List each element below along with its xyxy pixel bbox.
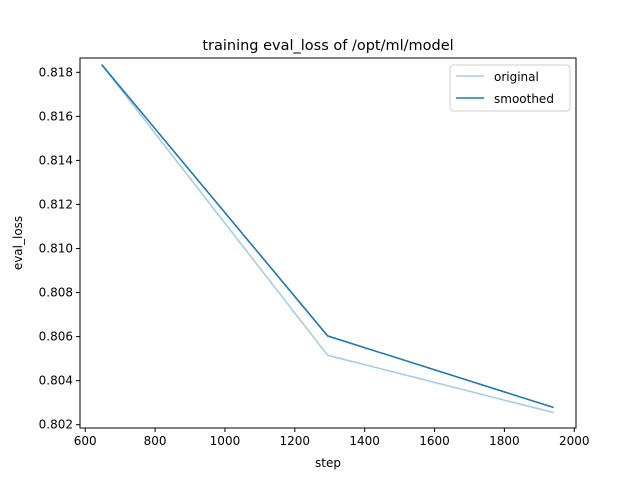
x-axis: 600 800 1000 1200 1400 1600 1800 2000 — [74, 428, 590, 448]
x-tick-label: 2000 — [559, 434, 590, 448]
y-tick-label: 0.808 — [39, 286, 73, 300]
y-tick-label: 0.802 — [39, 418, 73, 432]
x-tick-label: 1200 — [280, 434, 311, 448]
y-tick-label: 0.818 — [39, 65, 73, 79]
x-axis-label: step — [315, 456, 341, 470]
x-tick-label: 600 — [74, 434, 97, 448]
series-line-smoothed — [101, 64, 554, 409]
series-line-original — [101, 64, 554, 414]
x-tick-label: 1600 — [419, 434, 450, 448]
legend-label-smoothed: smoothed — [494, 92, 554, 106]
y-tick-label: 0.806 — [39, 330, 73, 344]
y-tick-label: 0.812 — [39, 197, 73, 211]
y-tick-label: 0.810 — [39, 242, 73, 256]
y-axis-label: eval_loss — [11, 216, 25, 270]
x-tick-label: 800 — [144, 434, 167, 448]
chart-title: training eval_loss of /opt/ml/model — [202, 38, 453, 54]
y-tick-label: 0.814 — [39, 153, 73, 167]
series-layer — [101, 64, 554, 414]
legend: original smoothed — [449, 64, 571, 112]
x-tick-label: 1400 — [349, 434, 380, 448]
x-tick-label: 1800 — [489, 434, 520, 448]
y-tick-label: 0.804 — [39, 374, 73, 388]
y-axis: 0.802 0.804 0.806 0.808 0.810 0.812 0.814 0.816… — [39, 65, 80, 432]
legend-label-original: original — [494, 70, 539, 84]
plot-frame — [79, 57, 577, 429]
x-tick-label: 1000 — [210, 434, 241, 448]
y-tick-label: 0.816 — [39, 109, 73, 123]
